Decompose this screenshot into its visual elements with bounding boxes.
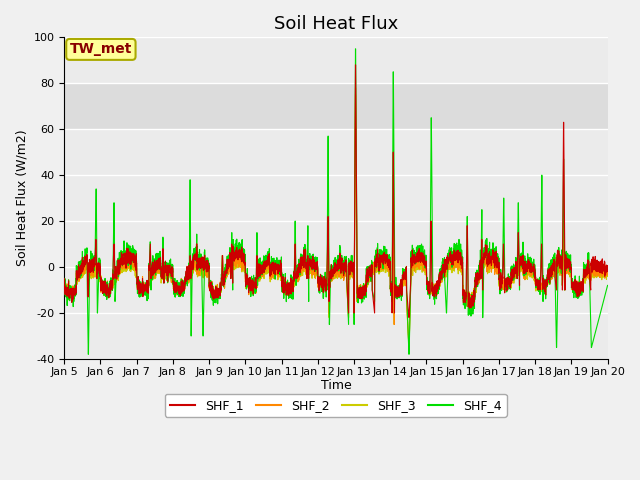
SHF_4 [458, 252, 466, 257]
SHF_3 [458, 260, 466, 266]
SHF_1 [316, 279, 323, 285]
SHF_2 [604, 266, 611, 272]
SHF_1 [60, 289, 68, 295]
SHF_2 [316, 282, 323, 288]
SHF_2 [604, 269, 611, 275]
Legend: SHF_1, SHF_2, SHF_3, SHF_4: SHF_1, SHF_2, SHF_3, SHF_4 [165, 394, 507, 417]
SHF_3 [351, 92, 359, 97]
SHF_4 [158, 276, 166, 281]
SHF_1 [458, 254, 466, 260]
SHF_1 [405, 315, 413, 321]
SHF_4 [351, 46, 359, 52]
Line: SHF_4: SHF_4 [64, 49, 607, 354]
SHF_3 [60, 289, 68, 295]
SHF_4 [84, 351, 92, 357]
SHF_1 [604, 267, 611, 273]
SHF_2 [158, 273, 166, 279]
SHF_3 [489, 262, 497, 268]
SHF_2 [489, 256, 497, 262]
SHF_2 [458, 263, 466, 268]
SHF_3 [428, 291, 436, 297]
Line: SHF_3: SHF_3 [64, 95, 607, 348]
SHF_2 [428, 289, 436, 295]
SHF_2 [351, 85, 359, 91]
SHF_4 [604, 285, 611, 290]
SHF_1 [351, 62, 359, 68]
Line: SHF_1: SHF_1 [64, 65, 607, 318]
SHF_1 [158, 271, 166, 277]
Text: TW_met: TW_met [70, 42, 132, 57]
Line: SHF_2: SHF_2 [64, 88, 607, 348]
SHF_3 [158, 273, 166, 279]
Y-axis label: Soil Heat Flux (W/m2): Soil Heat Flux (W/m2) [15, 130, 28, 266]
SHF_2 [60, 286, 68, 292]
SHF_4 [604, 283, 611, 288]
SHF_1 [428, 267, 436, 273]
SHF_4 [489, 249, 497, 254]
SHF_2 [405, 345, 413, 350]
SHF_3 [405, 345, 413, 350]
SHF_1 [489, 253, 497, 259]
SHF_1 [604, 263, 611, 268]
SHF_3 [604, 270, 611, 276]
SHF_3 [604, 271, 611, 277]
Bar [64, 83, 607, 129]
SHF_4 [60, 292, 68, 298]
SHF_4 [428, 162, 436, 168]
Title: Soil Heat Flux: Soil Heat Flux [274, 15, 398, 33]
SHF_4 [316, 283, 323, 288]
X-axis label: Time: Time [321, 379, 351, 392]
SHF_3 [316, 283, 323, 288]
